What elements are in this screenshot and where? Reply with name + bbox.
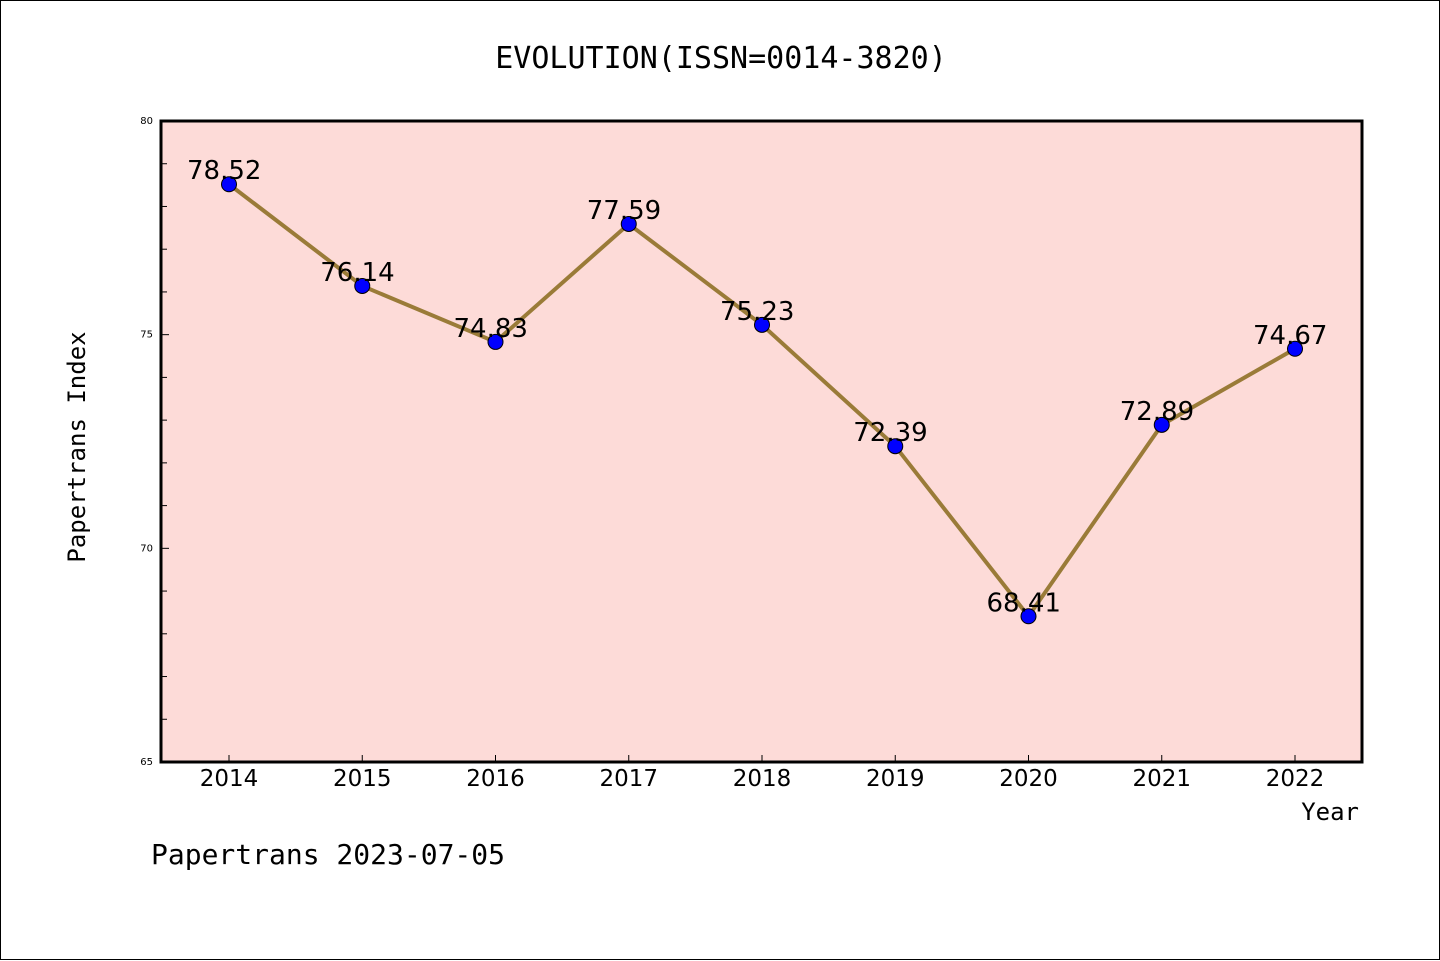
data-point: [887, 438, 904, 455]
plot-border: [159, 119, 1364, 764]
data-point: [221, 176, 237, 193]
x-tick-label: 2021: [1132, 766, 1191, 792]
data-point: [754, 316, 770, 333]
chart-title: EVOLUTION(ISSN=0014-3820): [495, 41, 947, 76]
x-tick-label: 2017: [599, 766, 658, 792]
x-tick-label: 2018: [733, 766, 792, 792]
x-tick-label: 2014: [200, 766, 259, 792]
y-axis-label: Papertrans Index: [63, 331, 91, 562]
data-label: 72.89: [1120, 397, 1194, 427]
series-line-group: [221, 176, 1303, 625]
data-label: 76.14: [320, 258, 394, 288]
data-label: 77.59: [587, 196, 661, 226]
data-label: 72.39: [853, 418, 927, 448]
y-tick-label: 70: [140, 543, 153, 554]
data-labels-group: 78.52 76.14 74.83 77.59 75.23 72.39 68.41 72.89…: [187, 156, 1327, 618]
data-label: 78.52: [187, 156, 261, 186]
x-axis-label: Year: [1301, 798, 1359, 826]
data-point: [1153, 416, 1170, 433]
x-tick-label: 2015: [333, 766, 392, 792]
data-point: [620, 215, 637, 232]
y-tick-label: 75: [140, 330, 153, 341]
y-tick-label: 80: [140, 116, 153, 127]
data-label: 74.83: [454, 314, 528, 344]
plot-area: [161, 121, 1362, 762]
x-tick-label: 2016: [466, 766, 525, 792]
data-label: 68.41: [987, 588, 1061, 618]
x-tick-label: 2019: [866, 766, 925, 792]
x-tick-label: 2022: [1266, 766, 1325, 792]
data-label: 75.23: [720, 297, 794, 327]
footer-text: Papertrans 2023-07-05: [151, 838, 505, 871]
y-tick-label: 65: [140, 757, 153, 768]
data-point: [1287, 340, 1303, 357]
x-tick-label: 2020: [999, 766, 1058, 792]
x-axis-ticks: 2014 2015 2016 2017 2018 2019 2020 2021 2022: [200, 755, 1325, 792]
data-point: [487, 333, 504, 350]
data-point: [354, 277, 371, 294]
data-point: [1020, 608, 1037, 625]
data-label: 74.67: [1253, 321, 1327, 351]
